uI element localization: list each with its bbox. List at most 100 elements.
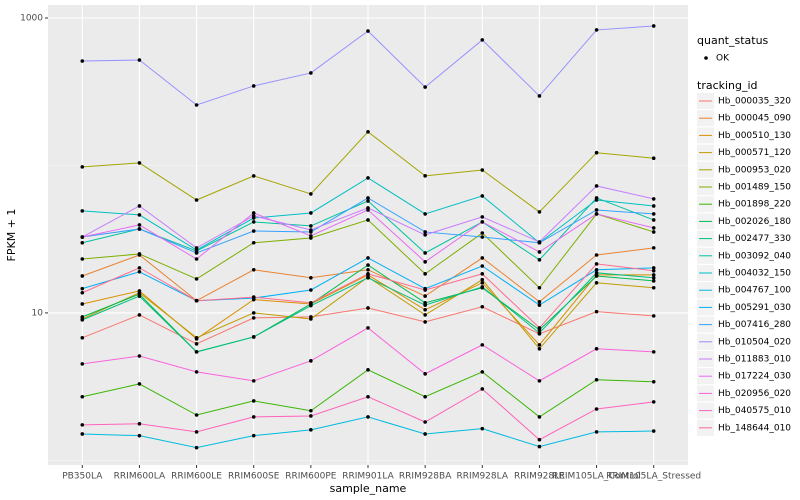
x-tick-label: PB350LA bbox=[62, 472, 103, 482]
data-point bbox=[137, 269, 142, 274]
data-point bbox=[309, 228, 313, 232]
data-point bbox=[137, 161, 142, 165]
data-point bbox=[194, 251, 199, 255]
x-tick-label: RRIM105LA_Stressed bbox=[606, 472, 701, 482]
data-point bbox=[80, 286, 85, 291]
data-point bbox=[480, 387, 485, 391]
data-point bbox=[194, 277, 199, 281]
x-tick-label: RRIM600LA bbox=[114, 472, 166, 482]
data-point bbox=[194, 370, 199, 374]
data-point bbox=[137, 58, 142, 62]
data-point bbox=[80, 432, 85, 436]
data-point bbox=[366, 272, 370, 276]
data-point bbox=[366, 130, 370, 134]
data-point bbox=[651, 314, 656, 318]
data-point bbox=[309, 276, 313, 280]
data-point bbox=[423, 320, 427, 324]
data-point bbox=[194, 413, 199, 417]
legend-title: tracking_id bbox=[697, 79, 758, 92]
data-point bbox=[651, 218, 656, 222]
data-point bbox=[594, 274, 599, 278]
legend-label: Hb_017224_030 bbox=[718, 372, 791, 382]
x-tick-label: RRIM928LE bbox=[514, 472, 565, 482]
data-point bbox=[651, 350, 656, 354]
data-point bbox=[651, 266, 656, 270]
legend-label: Hb_010504_020 bbox=[718, 337, 791, 347]
data-point bbox=[309, 359, 313, 363]
legend-label: Hb_002026_180 bbox=[718, 217, 791, 227]
data-point bbox=[480, 215, 485, 219]
data-point bbox=[537, 285, 542, 290]
data-point bbox=[651, 246, 656, 250]
data-point bbox=[366, 263, 370, 267]
data-point bbox=[137, 421, 142, 426]
data-point bbox=[480, 38, 485, 42]
data-point bbox=[251, 399, 256, 403]
data-point bbox=[480, 426, 485, 431]
y-tick-label: 1000 bbox=[20, 13, 43, 23]
data-point bbox=[480, 277, 485, 282]
data-point bbox=[251, 214, 256, 218]
data-point bbox=[309, 234, 313, 238]
legend-label: Hb_002477_330 bbox=[718, 234, 791, 244]
data-point bbox=[537, 240, 542, 244]
data-point bbox=[309, 224, 313, 228]
legend-label: Hb_020956_020 bbox=[718, 389, 791, 399]
point-legend-key bbox=[704, 56, 708, 60]
data-point bbox=[423, 432, 427, 436]
data-point bbox=[251, 415, 256, 419]
data-point bbox=[423, 272, 427, 276]
x-tick-label: RRIM600PE bbox=[285, 472, 337, 482]
data-point bbox=[537, 299, 542, 304]
data-point bbox=[537, 258, 542, 262]
data-point bbox=[594, 208, 599, 212]
data-point bbox=[194, 198, 199, 202]
data-point bbox=[651, 197, 656, 201]
data-point bbox=[594, 430, 599, 434]
data-point bbox=[80, 423, 85, 427]
data-point bbox=[137, 313, 142, 317]
data-point bbox=[594, 407, 599, 411]
data-point bbox=[480, 235, 485, 239]
data-point bbox=[194, 257, 199, 261]
data-point bbox=[309, 414, 313, 418]
x-tick-label: RRIM928BA bbox=[399, 472, 452, 482]
data-point bbox=[251, 335, 256, 339]
data-point bbox=[651, 400, 656, 404]
data-point bbox=[594, 212, 599, 216]
data-point bbox=[80, 235, 85, 239]
y-axis-label: FPKM + 1 bbox=[5, 209, 18, 262]
y-tick-label: 10 bbox=[32, 308, 44, 318]
data-point bbox=[80, 335, 85, 340]
data-point bbox=[651, 273, 656, 277]
data-point bbox=[594, 271, 599, 275]
data-point bbox=[651, 279, 656, 283]
x-tick-label: RRIM105LA_Control bbox=[552, 472, 641, 482]
data-point bbox=[423, 212, 427, 216]
data-point bbox=[537, 250, 542, 254]
data-point bbox=[309, 428, 313, 432]
data-point bbox=[194, 246, 199, 250]
data-point bbox=[366, 394, 370, 399]
data-point bbox=[251, 295, 256, 299]
data-point bbox=[651, 24, 656, 28]
data-point bbox=[651, 379, 656, 384]
data-point bbox=[651, 268, 656, 273]
data-point bbox=[251, 174, 256, 178]
data-point bbox=[251, 220, 256, 224]
data-point bbox=[251, 311, 256, 315]
data-point bbox=[423, 307, 427, 312]
data-point bbox=[80, 362, 85, 366]
data-point bbox=[137, 223, 142, 227]
data-point bbox=[480, 220, 485, 224]
x-axis-label: sample_name bbox=[330, 482, 407, 495]
data-point bbox=[423, 85, 427, 89]
legend-label: Hb_007416_280 bbox=[718, 320, 791, 330]
data-point bbox=[80, 165, 85, 169]
data-point bbox=[423, 294, 427, 298]
data-point bbox=[194, 430, 199, 434]
data-point bbox=[594, 184, 599, 188]
data-point bbox=[137, 354, 142, 358]
data-point bbox=[423, 174, 427, 178]
data-point bbox=[423, 260, 427, 264]
